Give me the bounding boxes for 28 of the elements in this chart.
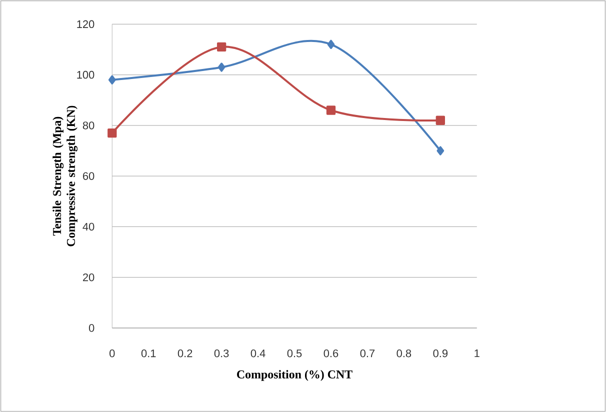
point xyxy=(327,40,335,49)
y-tick-label: 100 xyxy=(77,70,94,79)
x-tick-label: 0.5 xyxy=(287,349,302,358)
point xyxy=(216,42,226,52)
point xyxy=(436,116,445,125)
y-tick-label: 80 xyxy=(82,122,94,130)
x-tick-label: 0.1 xyxy=(141,349,156,358)
x-axis-title: Composition (%) CNT xyxy=(237,370,352,381)
point xyxy=(108,128,117,138)
x-tick-label: 0 xyxy=(110,349,115,358)
x-tick-label: 1 xyxy=(474,349,480,357)
x-tick-label: 0.8 xyxy=(396,349,412,358)
x-tick-label: 0.9 xyxy=(433,349,448,358)
point xyxy=(326,106,336,115)
x-tick-label: 0.3 xyxy=(214,349,229,358)
y-tick-label: 120 xyxy=(77,20,94,28)
x-tick-label: 0.4 xyxy=(250,349,266,358)
y-tick-label: 20 xyxy=(82,273,94,282)
point xyxy=(218,62,226,72)
y-tick-label: 0 xyxy=(88,324,94,332)
y-tick-label: 40 xyxy=(82,222,94,231)
y-tick-label: 60 xyxy=(83,172,94,180)
y-axis-title: Tensile Strength (Mpa) Compressive strength (KN) xyxy=(52,106,78,246)
x-tick-label: 0.6 xyxy=(324,349,338,358)
point xyxy=(108,75,116,84)
point xyxy=(436,146,444,156)
x-tick-label: 0.2 xyxy=(178,349,192,358)
x-tick-label: 0.7 xyxy=(360,349,375,358)
